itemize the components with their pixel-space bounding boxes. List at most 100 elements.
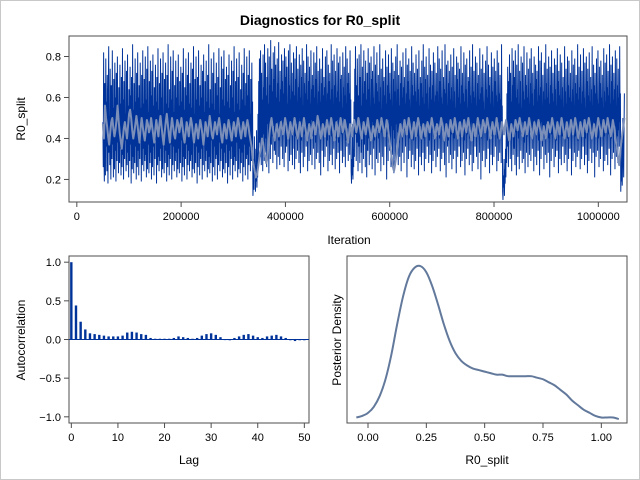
trace-y-tick-label: 0.8 xyxy=(46,51,61,63)
acf-bar xyxy=(256,337,259,340)
trace-x-tick-label: 0 xyxy=(74,211,80,223)
acf-bar xyxy=(209,333,213,340)
acf-x-tick-label: 40 xyxy=(252,432,264,444)
acf-y-axis: −1.0 −0.5 0.0 0.5 1.0 xyxy=(39,257,69,424)
acf-bar xyxy=(107,336,110,340)
trace-y-tick-label: 0.6 xyxy=(46,92,61,104)
trace-y-tick-label: 0.4 xyxy=(46,133,61,145)
acf-bar xyxy=(172,337,176,340)
acf-bar xyxy=(186,337,190,340)
autocorrelation-panel: 0 10 20 30 40 50 −1.0 −0.5 0.0 0.5 1.0 Lag Autoco… xyxy=(14,255,310,467)
acf-bar xyxy=(167,338,171,340)
acf-bar xyxy=(140,334,143,340)
density-curve-group xyxy=(356,264,620,420)
acf-x-tick-label: 20 xyxy=(158,432,170,444)
acf-bar xyxy=(228,339,231,341)
acf-y-label: Autocorrelation xyxy=(14,300,28,381)
trace-series-group xyxy=(101,40,626,200)
acf-bar xyxy=(247,334,250,340)
acf-bar xyxy=(270,335,273,340)
acf-bar xyxy=(177,336,180,340)
trace-x-axis: 0 200000 400000 600000 800000 1000000 xyxy=(74,202,620,223)
acf-y-tick-label: −0.5 xyxy=(39,373,61,385)
acf-bar xyxy=(233,337,236,340)
density-line xyxy=(356,264,620,420)
acf-bar xyxy=(303,339,306,341)
density-x-tick-label: 0.50 xyxy=(474,432,495,444)
acf-bar xyxy=(298,339,301,341)
acf-bar xyxy=(74,305,78,340)
trace-x-tick-label: 200000 xyxy=(163,211,200,223)
acf-bar xyxy=(223,339,227,341)
acf-bars-group xyxy=(69,262,309,342)
acf-x-axis: 0 10 20 30 40 50 xyxy=(68,423,310,444)
acf-x-tick-label: 0 xyxy=(68,432,74,444)
acf-bar xyxy=(130,331,134,340)
acf-y-tick-label: 0.5 xyxy=(46,296,61,308)
acf-bar xyxy=(144,334,148,340)
trace-x-tick-label: 1000000 xyxy=(577,211,620,223)
acf-bar xyxy=(79,321,82,340)
figure-title: Diagnostics for R0_split xyxy=(240,12,401,28)
acf-y-tick-label: 0.0 xyxy=(46,335,61,347)
density-plot-area xyxy=(346,255,628,424)
trace-y-tick-label: 0.2 xyxy=(46,174,61,186)
trace-y-label: R0_split xyxy=(14,97,28,141)
density-panel: 0.00 0.25 0.50 0.75 1.00 R0_split Posterior … xyxy=(330,255,628,467)
acf-bar xyxy=(149,337,152,340)
acf-bar xyxy=(293,339,297,342)
acf-y-tick-label: 1.0 xyxy=(46,257,61,269)
acf-bar xyxy=(279,336,283,340)
acf-bar xyxy=(214,334,217,340)
acf-bar xyxy=(261,337,264,340)
acf-bar xyxy=(237,336,241,340)
density-x-axis: 0.00 0.25 0.50 0.75 1.00 xyxy=(357,423,612,444)
acf-bar xyxy=(93,334,96,340)
acf-bar xyxy=(284,337,287,340)
acf-bar xyxy=(84,329,87,340)
trace-running-mean-line xyxy=(101,104,626,179)
acf-bar xyxy=(275,334,278,340)
density-x-tick-label: 0.75 xyxy=(532,432,553,444)
acf-bar xyxy=(265,336,269,340)
acf-bar xyxy=(289,339,292,341)
acf-bar xyxy=(195,337,199,340)
acf-bar xyxy=(135,332,138,340)
acf-x-tick-label: 10 xyxy=(112,432,124,444)
acf-bar xyxy=(158,338,162,340)
trace-x-tick-label: 400000 xyxy=(267,211,304,223)
density-y-label: Posterior Density xyxy=(330,294,344,385)
acf-bar xyxy=(200,335,204,340)
trace-panel: 0 200000 400000 600000 800000 1000000 0.20.40… xyxy=(14,35,628,247)
acf-bar xyxy=(154,338,157,340)
density-x-tick-label: 0.25 xyxy=(416,432,437,444)
acf-bar xyxy=(70,262,73,340)
acf-bar xyxy=(98,334,101,340)
density-x-tick-label: 1.00 xyxy=(591,432,612,444)
acf-bar xyxy=(219,337,222,340)
density-x-label: R0_split xyxy=(465,453,509,467)
trace-x-label: Iteration xyxy=(327,233,370,247)
acf-bar xyxy=(242,334,245,340)
acf-bar xyxy=(88,333,92,340)
acf-bar xyxy=(205,334,208,340)
density-x-tick-label: 0.00 xyxy=(357,432,378,444)
acf-bar xyxy=(121,335,124,340)
acf-bar xyxy=(163,338,166,340)
trace-x-tick-label: 600000 xyxy=(371,211,408,223)
acf-bar xyxy=(112,336,115,340)
acf-bar xyxy=(181,337,185,340)
acf-bar xyxy=(116,336,120,340)
acf-x-tick-label: 30 xyxy=(205,432,217,444)
acf-x-tick-label: 50 xyxy=(298,432,310,444)
acf-bar xyxy=(251,335,255,340)
acf-bar xyxy=(191,338,194,340)
acf-bar xyxy=(126,332,129,340)
trace-x-tick-label: 800000 xyxy=(476,211,513,223)
trace-y-axis: 0.2 0.4 0.6 0.8 xyxy=(46,51,69,186)
acf-bar xyxy=(102,335,106,340)
acf-x-label: Lag xyxy=(179,453,199,467)
acf-y-tick-label: −1.0 xyxy=(39,412,61,424)
